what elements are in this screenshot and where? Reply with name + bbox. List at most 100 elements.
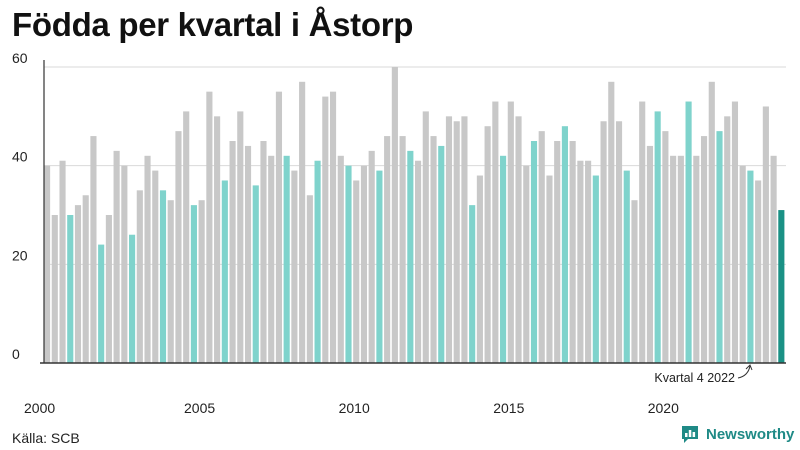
- bar: [492, 101, 499, 363]
- bar: [353, 180, 360, 363]
- x-tick-label: 2020: [648, 400, 679, 416]
- bar: [569, 141, 576, 363]
- bar: [268, 155, 275, 363]
- bar: [500, 155, 507, 363]
- bar: [554, 141, 561, 363]
- annotation-label: Kvartal 4 2022: [654, 371, 735, 385]
- annotation-arrow: [737, 364, 753, 379]
- bar: [415, 160, 422, 363]
- newsworthy-logo-icon: [682, 426, 698, 443]
- bar: [183, 111, 190, 364]
- bar: [693, 155, 700, 363]
- bar: [762, 106, 769, 363]
- bar: [51, 215, 58, 363]
- y-tick-label: 0: [12, 346, 20, 362]
- bar: [214, 116, 221, 363]
- bar: [615, 121, 623, 364]
- bar: [716, 131, 723, 363]
- bar: [523, 165, 530, 363]
- y-tick-label: 60: [12, 50, 28, 66]
- bar: [546, 175, 553, 363]
- bar: [662, 131, 669, 363]
- bar: [329, 91, 337, 364]
- bar: [221, 180, 228, 363]
- bar-chart: 0 20 40 60 2000 2005 2010 2015 2020 Kvartal 4 20…: [12, 50, 786, 416]
- bar: [747, 170, 754, 363]
- bar: [399, 136, 406, 363]
- bar: [98, 244, 105, 363]
- bar: [646, 145, 654, 363]
- bar: [368, 150, 375, 363]
- bar: [167, 200, 174, 363]
- bar: [299, 81, 306, 364]
- bar: [507, 101, 514, 363]
- bar: [530, 141, 538, 363]
- bar: [206, 91, 213, 364]
- bar: [391, 67, 398, 363]
- bar: [244, 145, 252, 363]
- bar: [407, 150, 414, 363]
- axes: [40, 60, 786, 364]
- bar: [113, 150, 120, 363]
- bar: [121, 165, 128, 363]
- bar: [229, 141, 236, 363]
- bar: [67, 215, 74, 363]
- bar: [74, 205, 82, 363]
- bar: [700, 136, 708, 363]
- bar: [291, 170, 298, 363]
- annotation: Kvartal 4 2022: [654, 364, 753, 385]
- bar: [384, 136, 391, 363]
- bar: [585, 160, 592, 363]
- bar: [136, 190, 143, 363]
- bar: [670, 155, 677, 363]
- brand-name: Newsworthy: [706, 425, 795, 443]
- bar: [190, 205, 197, 363]
- bar: [44, 165, 51, 363]
- bar: [755, 180, 762, 363]
- bar: [731, 101, 739, 363]
- bar: [59, 160, 66, 363]
- bar: [453, 121, 460, 364]
- bar: [322, 96, 329, 363]
- chart-title: Födda per kvartal i Åstorp: [12, 6, 414, 43]
- bar: [159, 190, 167, 363]
- bar: [608, 81, 615, 364]
- bar: [438, 145, 445, 363]
- bar: [639, 101, 646, 363]
- bar: [337, 155, 344, 363]
- bar: [275, 91, 283, 364]
- bar: [445, 116, 453, 363]
- bar: [778, 210, 785, 363]
- bar: [306, 195, 313, 363]
- bar: [654, 111, 661, 364]
- bar: [476, 175, 483, 363]
- bar: [739, 165, 746, 363]
- bar: [144, 155, 151, 363]
- bar: [376, 170, 383, 363]
- source-note: Källa: SCB: [12, 430, 80, 446]
- bar: [152, 170, 159, 363]
- bar: [105, 215, 112, 363]
- bar: [198, 200, 205, 363]
- bar: [484, 126, 491, 363]
- bar: [469, 205, 476, 363]
- brand-logo: Newsworthy: [680, 424, 794, 444]
- bar: [623, 170, 630, 363]
- y-tick-label: 40: [12, 149, 28, 165]
- bar: [283, 155, 290, 363]
- bar: [237, 111, 244, 364]
- bar: [724, 116, 731, 363]
- bar: [600, 121, 607, 364]
- bar: [592, 175, 599, 363]
- bar: [129, 234, 136, 363]
- x-tick-label: 2010: [339, 400, 370, 416]
- bar: [422, 111, 429, 364]
- bar: [631, 200, 638, 363]
- y-tick-label: 20: [12, 247, 28, 263]
- bar: [345, 165, 352, 363]
- x-tick-label: 2015: [493, 400, 524, 416]
- x-tick-label: 2005: [184, 400, 215, 416]
- bar: [708, 81, 715, 364]
- bar: [90, 136, 97, 363]
- bar: [314, 160, 321, 363]
